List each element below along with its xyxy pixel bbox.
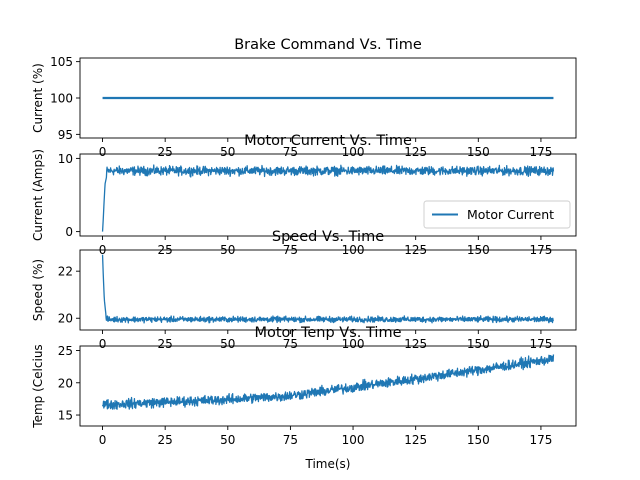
x-axis-label: Time(s) [305, 457, 351, 471]
x-tick-label: 75 [283, 433, 298, 447]
legend: Motor Current [423, 200, 571, 229]
x-tick-label: 25 [158, 433, 173, 447]
x-tick-label: 125 [404, 337, 427, 351]
axes-frame [79, 345, 577, 427]
x-tick-label: 125 [404, 145, 427, 159]
chart-title: Speed Vs. Time [272, 229, 384, 245]
x-tick-label: 100 [342, 337, 365, 351]
y-tick-label: 105 [50, 55, 73, 69]
y-tick-label: 10 [58, 152, 73, 166]
y-tick-label: 0 [65, 225, 73, 239]
x-tick-label: 25 [158, 337, 173, 351]
x-tick-label: 150 [467, 145, 490, 159]
axes-frame [79, 249, 577, 331]
series-line-speed [101, 254, 554, 324]
y-axis-label: Temp (Celcius [31, 344, 45, 428]
chart-title: Motor Current Vs. Time [244, 133, 412, 149]
series-line-motor-temp [101, 354, 555, 410]
series-line-motor-current [101, 164, 555, 232]
x-tick-label: 100 [342, 433, 365, 447]
y-tick-label: 20 [58, 376, 73, 390]
y-tick-label: 95 [58, 128, 73, 142]
subplot-1: 0 25 50 75 100 125 150 175 95 100 105 Brake Command… [31, 37, 577, 159]
x-tick-label: 175 [529, 433, 552, 447]
x-tick-label: 50 [220, 337, 235, 351]
y-tick-label: 22 [58, 265, 73, 279]
x-tick-label: 0 [99, 337, 107, 351]
x-tick-label: 0 [99, 145, 107, 159]
subplot-3: 0 25 50 75 100 125 150 175 20 22 Speed Vs. Time Spe… [31, 229, 577, 351]
chart-title: Brake Command Vs. Time [234, 37, 422, 53]
y-axis-label: Current (Amps) [31, 149, 45, 241]
y-axis-label: Speed (%) [31, 259, 45, 321]
y-axis-label: Current (%) [31, 63, 45, 133]
legend-box [423, 200, 571, 229]
subplot-2: 0 25 50 75 100 125 150 175 0 10 Motor Current Vs. … [31, 133, 577, 257]
x-tick-label: 150 [467, 337, 490, 351]
y-tick-label: 100 [50, 92, 73, 106]
y-tick-label: 15 [58, 409, 73, 423]
chart-title: Motor Tenp Vs. Time [254, 325, 401, 341]
x-tick-label: 25 [158, 145, 173, 159]
legend-label: Motor Current [467, 207, 554, 222]
x-tick-label: 0 [99, 433, 107, 447]
x-tick-label: 175 [529, 337, 552, 351]
x-tick-label: 100 [342, 145, 365, 159]
subplot-4: 0 25 50 75 100 125 150 175 15 20 25 Motor Tenp Vs. … [31, 325, 577, 471]
y-tick-label: 20 [58, 312, 73, 326]
x-tick-label: 75 [283, 337, 298, 351]
x-tick-label: 175 [529, 145, 552, 159]
x-tick-label: 50 [220, 433, 235, 447]
x-tick-label: 125 [404, 433, 427, 447]
axes-frame [79, 153, 577, 237]
x-tick-label: 150 [467, 433, 490, 447]
x-tick-label: 75 [283, 145, 298, 159]
x-tick-label: 50 [220, 145, 235, 159]
y-tick-label: 25 [58, 344, 73, 358]
